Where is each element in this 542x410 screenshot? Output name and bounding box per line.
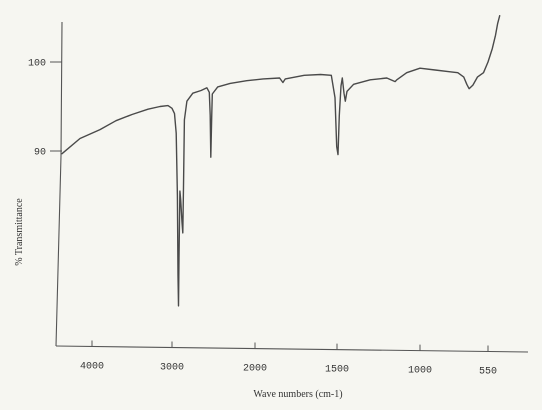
y-axis-line xyxy=(55,21,63,347)
y-ticks: 100 90 xyxy=(28,59,62,159)
x-tick-label: 1500 xyxy=(325,365,349,376)
x-ticks: 4000 3000 2000 1500 1000 550 xyxy=(80,340,497,377)
x-tick-label: 1000 xyxy=(408,366,432,377)
x-tick-label: 550 xyxy=(479,366,497,377)
axes xyxy=(55,21,529,353)
x-tick-label: 2000 xyxy=(243,364,267,375)
x-tick-label: 3000 xyxy=(160,362,184,373)
x-axis-title: Wave numbers (cm-1) xyxy=(253,389,342,400)
x-axis-line xyxy=(55,345,529,353)
x-tick-label: 4000 xyxy=(80,361,104,372)
y-tick-label: 100 xyxy=(28,59,46,70)
spectrum-trace xyxy=(61,15,501,307)
y-tick-label: 90 xyxy=(34,148,46,159)
y-axis-title: % Transmittance xyxy=(14,198,25,266)
